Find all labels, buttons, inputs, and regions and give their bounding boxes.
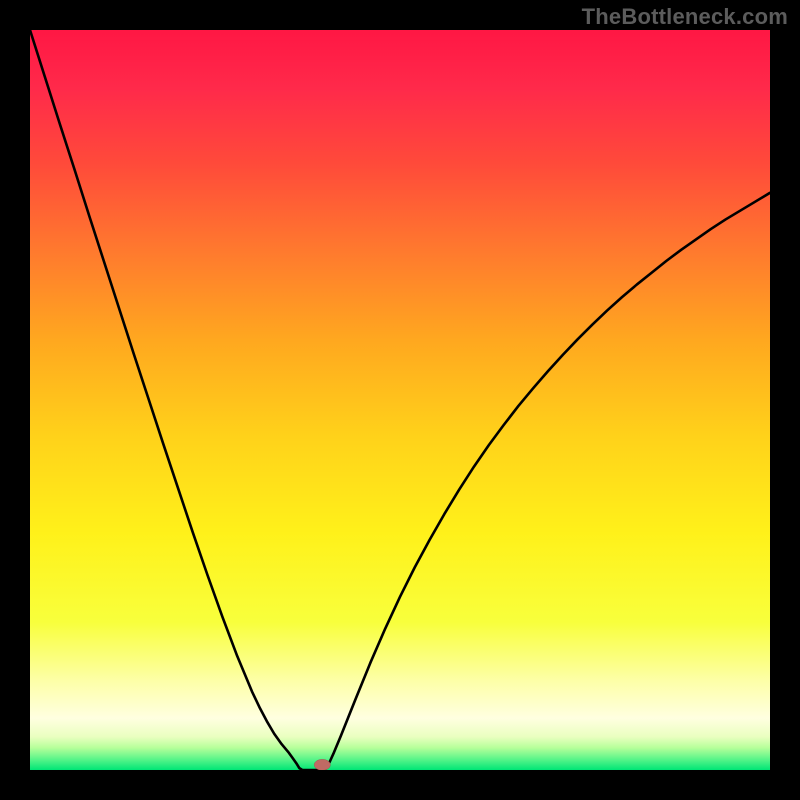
figure-root: TheBottleneck.com [0,0,800,800]
watermark-label: TheBottleneck.com [582,4,788,30]
min-marker [314,759,330,770]
plot-area [30,30,770,770]
plot-background [30,30,770,770]
plot-svg [30,30,770,770]
